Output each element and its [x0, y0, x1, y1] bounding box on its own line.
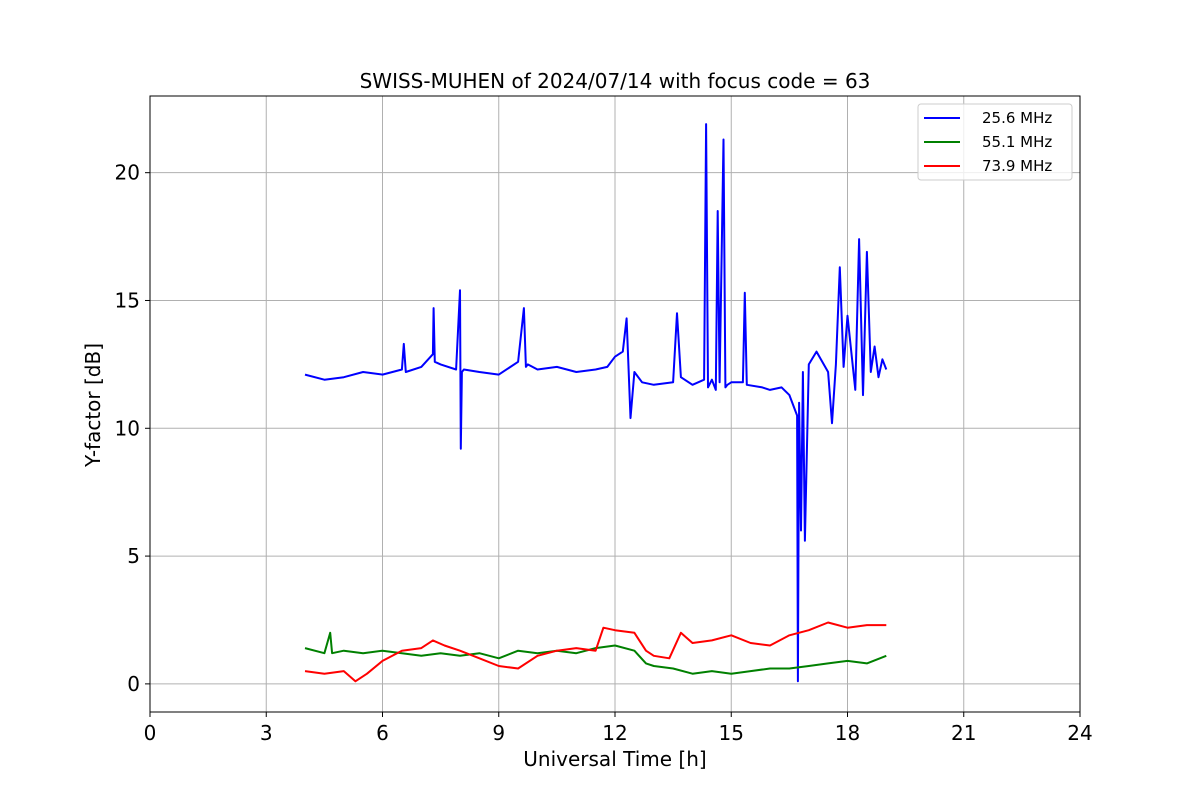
- legend-label: 55.1 MHz: [982, 133, 1052, 151]
- series-layer: [304, 123, 888, 683]
- x-tick-label: 3: [260, 721, 273, 745]
- x-tick-label: 24: [1067, 721, 1092, 745]
- y-tick-label: 0: [127, 672, 140, 696]
- x-tick-label: 6: [376, 721, 389, 745]
- chart-title: SWISS-MUHEN of 2024/07/14 with focus cod…: [360, 69, 871, 93]
- x-tick-label: 18: [835, 721, 860, 745]
- legend-box: [917, 103, 1073, 181]
- x-axis-label: Universal Time [h]: [523, 747, 706, 771]
- y-tick-label: 5: [127, 544, 140, 568]
- grid: [149, 96, 1081, 712]
- x-tick-label: 0: [144, 721, 157, 745]
- x-tick-label: 15: [719, 721, 744, 745]
- y-tick-label: 15: [115, 288, 140, 312]
- y-axis-label: Y-factor [dB]: [81, 343, 105, 468]
- legend-label: 73.9 MHz: [982, 157, 1052, 175]
- y-axis: 0 5 10 15 20: [115, 161, 150, 696]
- y-tick-label: 20: [115, 161, 140, 185]
- series-line-2: [304, 621, 887, 683]
- x-tick-label: 9: [492, 721, 505, 745]
- x-tick-label: 21: [951, 721, 976, 745]
- x-axis: 0 3 6 9 12 15 18 21 24: [144, 712, 1093, 745]
- series-line-0: [304, 123, 888, 683]
- series-line-1: [304, 631, 887, 675]
- legend: 25.6 MHz 55.1 MHz 73.9 MHz: [917, 103, 1073, 181]
- x-tick-label: 12: [602, 721, 627, 745]
- legend-label: 25.6 MHz: [982, 109, 1052, 127]
- y-tick-label: 10: [115, 416, 140, 440]
